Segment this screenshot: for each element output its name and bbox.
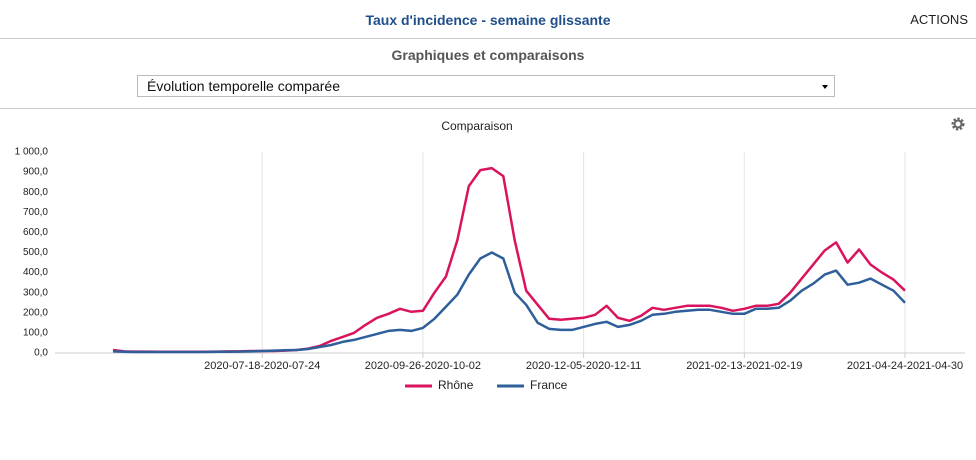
legend-label: Rhône (438, 378, 474, 392)
y-tick-label: 800,0 (23, 187, 48, 198)
series-line (112, 251, 906, 354)
y-tick-label: 600,0 (23, 227, 48, 238)
gear-hub (953, 119, 963, 129)
chart: Comparaison 0,0 100,0 200,0 300,0 400,0 500,0… (15, 117, 965, 392)
y-tick-label: 0,0 (34, 348, 48, 359)
series-line (112, 166, 906, 354)
actions-button[interactable]: ACTIONS (910, 12, 968, 27)
x-tick-label: 2021-02-13-2021-02-19 (686, 360, 802, 372)
chart-select[interactable]: Évolution temporelle comparée (137, 75, 835, 97)
chart-title: Comparaison (441, 119, 512, 133)
y-tick-label: 200,0 (23, 307, 48, 318)
divider (0, 108, 976, 109)
page-title: Taux d'incidence - semaine glissante (365, 12, 611, 28)
x-tick-label: 2020-07-18-2020-07-24 (204, 360, 320, 372)
x-tick-label: 2020-09-26-2020-10-02 (365, 360, 481, 372)
select-value: Évolution temporelle comparée (147, 78, 340, 94)
y-tick-label: 900,0 (23, 167, 48, 178)
section-title: Graphiques et comparaisons (391, 47, 585, 63)
caret (822, 85, 828, 89)
y-tick-label: 100,0 (23, 328, 48, 339)
y-tick-label: 400,0 (23, 267, 48, 278)
settings-icon[interactable] (951, 117, 965, 131)
y-tick-label: 700,0 (23, 207, 48, 218)
gear (951, 117, 965, 131)
y-tick-label: 300,0 (23, 287, 48, 298)
x-tick-label: 2021-04-24-2021-04-30 (847, 360, 963, 372)
y-tick-label: 500,0 (23, 247, 48, 258)
x-tick-label: 2020-12-05-2020-12-11 (526, 360, 641, 372)
top-bar: Taux d'incidence - semaine glissante ACT… (0, 0, 976, 39)
y-tick-label: 1 000,0 (15, 147, 49, 158)
legend-label: France (530, 378, 568, 392)
